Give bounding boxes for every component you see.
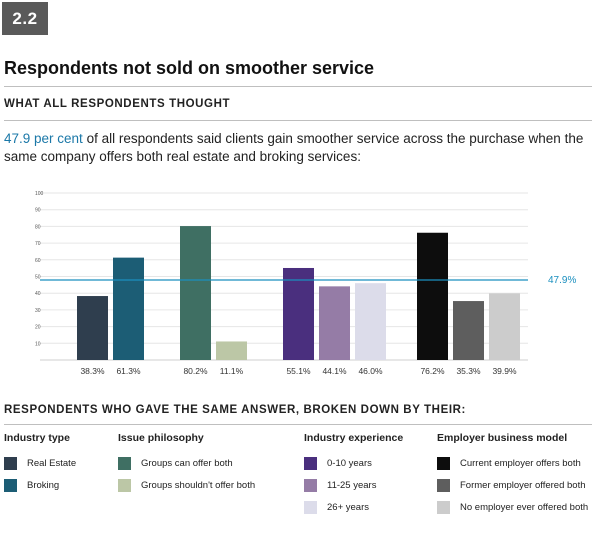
y-tick-label: 100 bbox=[35, 191, 44, 197]
legend-title: Industry type bbox=[4, 432, 70, 444]
legend-item: 11-25 years bbox=[304, 478, 403, 492]
bar bbox=[180, 226, 211, 360]
y-tick-label: 40 bbox=[35, 291, 41, 297]
legend-label: 26+ years bbox=[327, 501, 369, 513]
legend-item: Real Estate bbox=[4, 456, 76, 470]
legend-item: Current employer offers both bbox=[437, 456, 588, 470]
bar bbox=[113, 257, 144, 360]
legend-swatch bbox=[437, 478, 450, 492]
legend-item: 26+ years bbox=[304, 500, 403, 514]
bar-value-label: 11.1% bbox=[220, 366, 244, 376]
legend-item: Groups shouldn't offer both bbox=[118, 478, 255, 492]
bar bbox=[77, 296, 108, 360]
legend-label: Groups can offer both bbox=[141, 457, 233, 469]
bar-value-label: 76.2% bbox=[420, 366, 445, 376]
legend-label: No employer ever offered both bbox=[460, 501, 589, 513]
legend-item: 0-10 years bbox=[304, 456, 403, 470]
legend-swatch bbox=[118, 456, 131, 470]
legend-item: No employer ever offered both bbox=[437, 500, 588, 514]
section-heading-all-respondents: WHAT ALL RESPONDENTS THOUGHT bbox=[4, 98, 231, 110]
divider bbox=[4, 120, 592, 121]
bar-value-label: 80.2% bbox=[183, 366, 208, 376]
bar bbox=[417, 232, 448, 360]
legend-industry-type: Industry type Real Estate Broking bbox=[4, 432, 76, 500]
bar-value-label: 44.1% bbox=[322, 366, 347, 376]
reference-line-label: 47.9% bbox=[548, 275, 576, 286]
y-tick-label: 80 bbox=[35, 224, 41, 230]
legend-item: Broking bbox=[4, 478, 76, 492]
bar-value-label: 39.9% bbox=[492, 366, 517, 376]
y-tick-label: 30 bbox=[35, 308, 41, 314]
legend-swatch bbox=[4, 478, 17, 492]
legend-swatch bbox=[304, 500, 317, 514]
legend-label: Real Estate bbox=[27, 457, 77, 469]
intro-rest: of all respondents said clients gain smo… bbox=[4, 131, 584, 164]
intro-text: 47.9 per cent of all respondents said cl… bbox=[4, 130, 594, 166]
legend-item: Former employer offered both bbox=[437, 478, 588, 492]
legend-industry-experience: Industry experience 0-10 years 11-25 yea… bbox=[304, 432, 403, 522]
bar-value-label: 61.3% bbox=[116, 366, 141, 376]
y-tick-label: 90 bbox=[35, 208, 41, 214]
y-tick-label: 70 bbox=[35, 241, 41, 247]
legend-label: Current employer offers both bbox=[460, 457, 581, 469]
y-tick-label: 60 bbox=[35, 258, 41, 264]
bar bbox=[216, 341, 247, 360]
legend-title: Issue philosophy bbox=[118, 432, 204, 444]
legend-employer-business-model: Employer business model Current employer… bbox=[437, 432, 588, 522]
divider bbox=[4, 424, 592, 425]
legend-issue-philosophy: Issue philosophy Groups can offer both G… bbox=[118, 432, 255, 500]
legend-title: Employer business model bbox=[437, 432, 568, 444]
bar bbox=[453, 301, 484, 360]
bar-value-label: 35.3% bbox=[456, 366, 481, 376]
bar bbox=[489, 293, 520, 360]
legend-swatch bbox=[437, 500, 450, 514]
legend-swatch bbox=[304, 478, 317, 492]
legend-label: Broking bbox=[27, 479, 60, 491]
y-tick-label: 20 bbox=[35, 325, 41, 331]
bar-chart: 10 20 30 40 50 60 70 80 90 100 38.3% 61.3% 80.2% 11.1… bbox=[35, 191, 576, 376]
legend-item: Groups can offer both bbox=[118, 456, 255, 470]
legend-title: Industry experience bbox=[304, 432, 404, 444]
intro-highlight: 47.9 per cent bbox=[4, 131, 83, 146]
figure-number-badge: 2.2 bbox=[2, 2, 48, 35]
legend-swatch bbox=[4, 456, 17, 470]
legend-swatch bbox=[437, 456, 450, 470]
legend-label: 0-10 years bbox=[327, 457, 372, 469]
legend-swatch bbox=[118, 478, 131, 492]
bar bbox=[283, 267, 314, 360]
bar-value-label: 55.1% bbox=[286, 366, 311, 376]
bar bbox=[355, 283, 386, 360]
y-tick-label: 50 bbox=[35, 275, 41, 281]
legend-swatch bbox=[304, 456, 317, 470]
chart-title: Respondents not sold on smoother service bbox=[4, 58, 375, 78]
bar-value-label: 46.0% bbox=[358, 366, 383, 376]
y-tick-label: 10 bbox=[35, 341, 41, 347]
bar-value-label: 38.3% bbox=[80, 366, 105, 376]
legend-label: Former employer offered both bbox=[460, 479, 586, 491]
bar bbox=[319, 286, 350, 360]
divider bbox=[4, 86, 592, 87]
section-heading-breakdown: RESPONDENTS WHO GAVE THE SAME ANSWER, BR… bbox=[4, 404, 466, 416]
legend-label: Groups shouldn't offer both bbox=[141, 479, 256, 491]
legend-label: 11-25 years bbox=[327, 479, 377, 491]
